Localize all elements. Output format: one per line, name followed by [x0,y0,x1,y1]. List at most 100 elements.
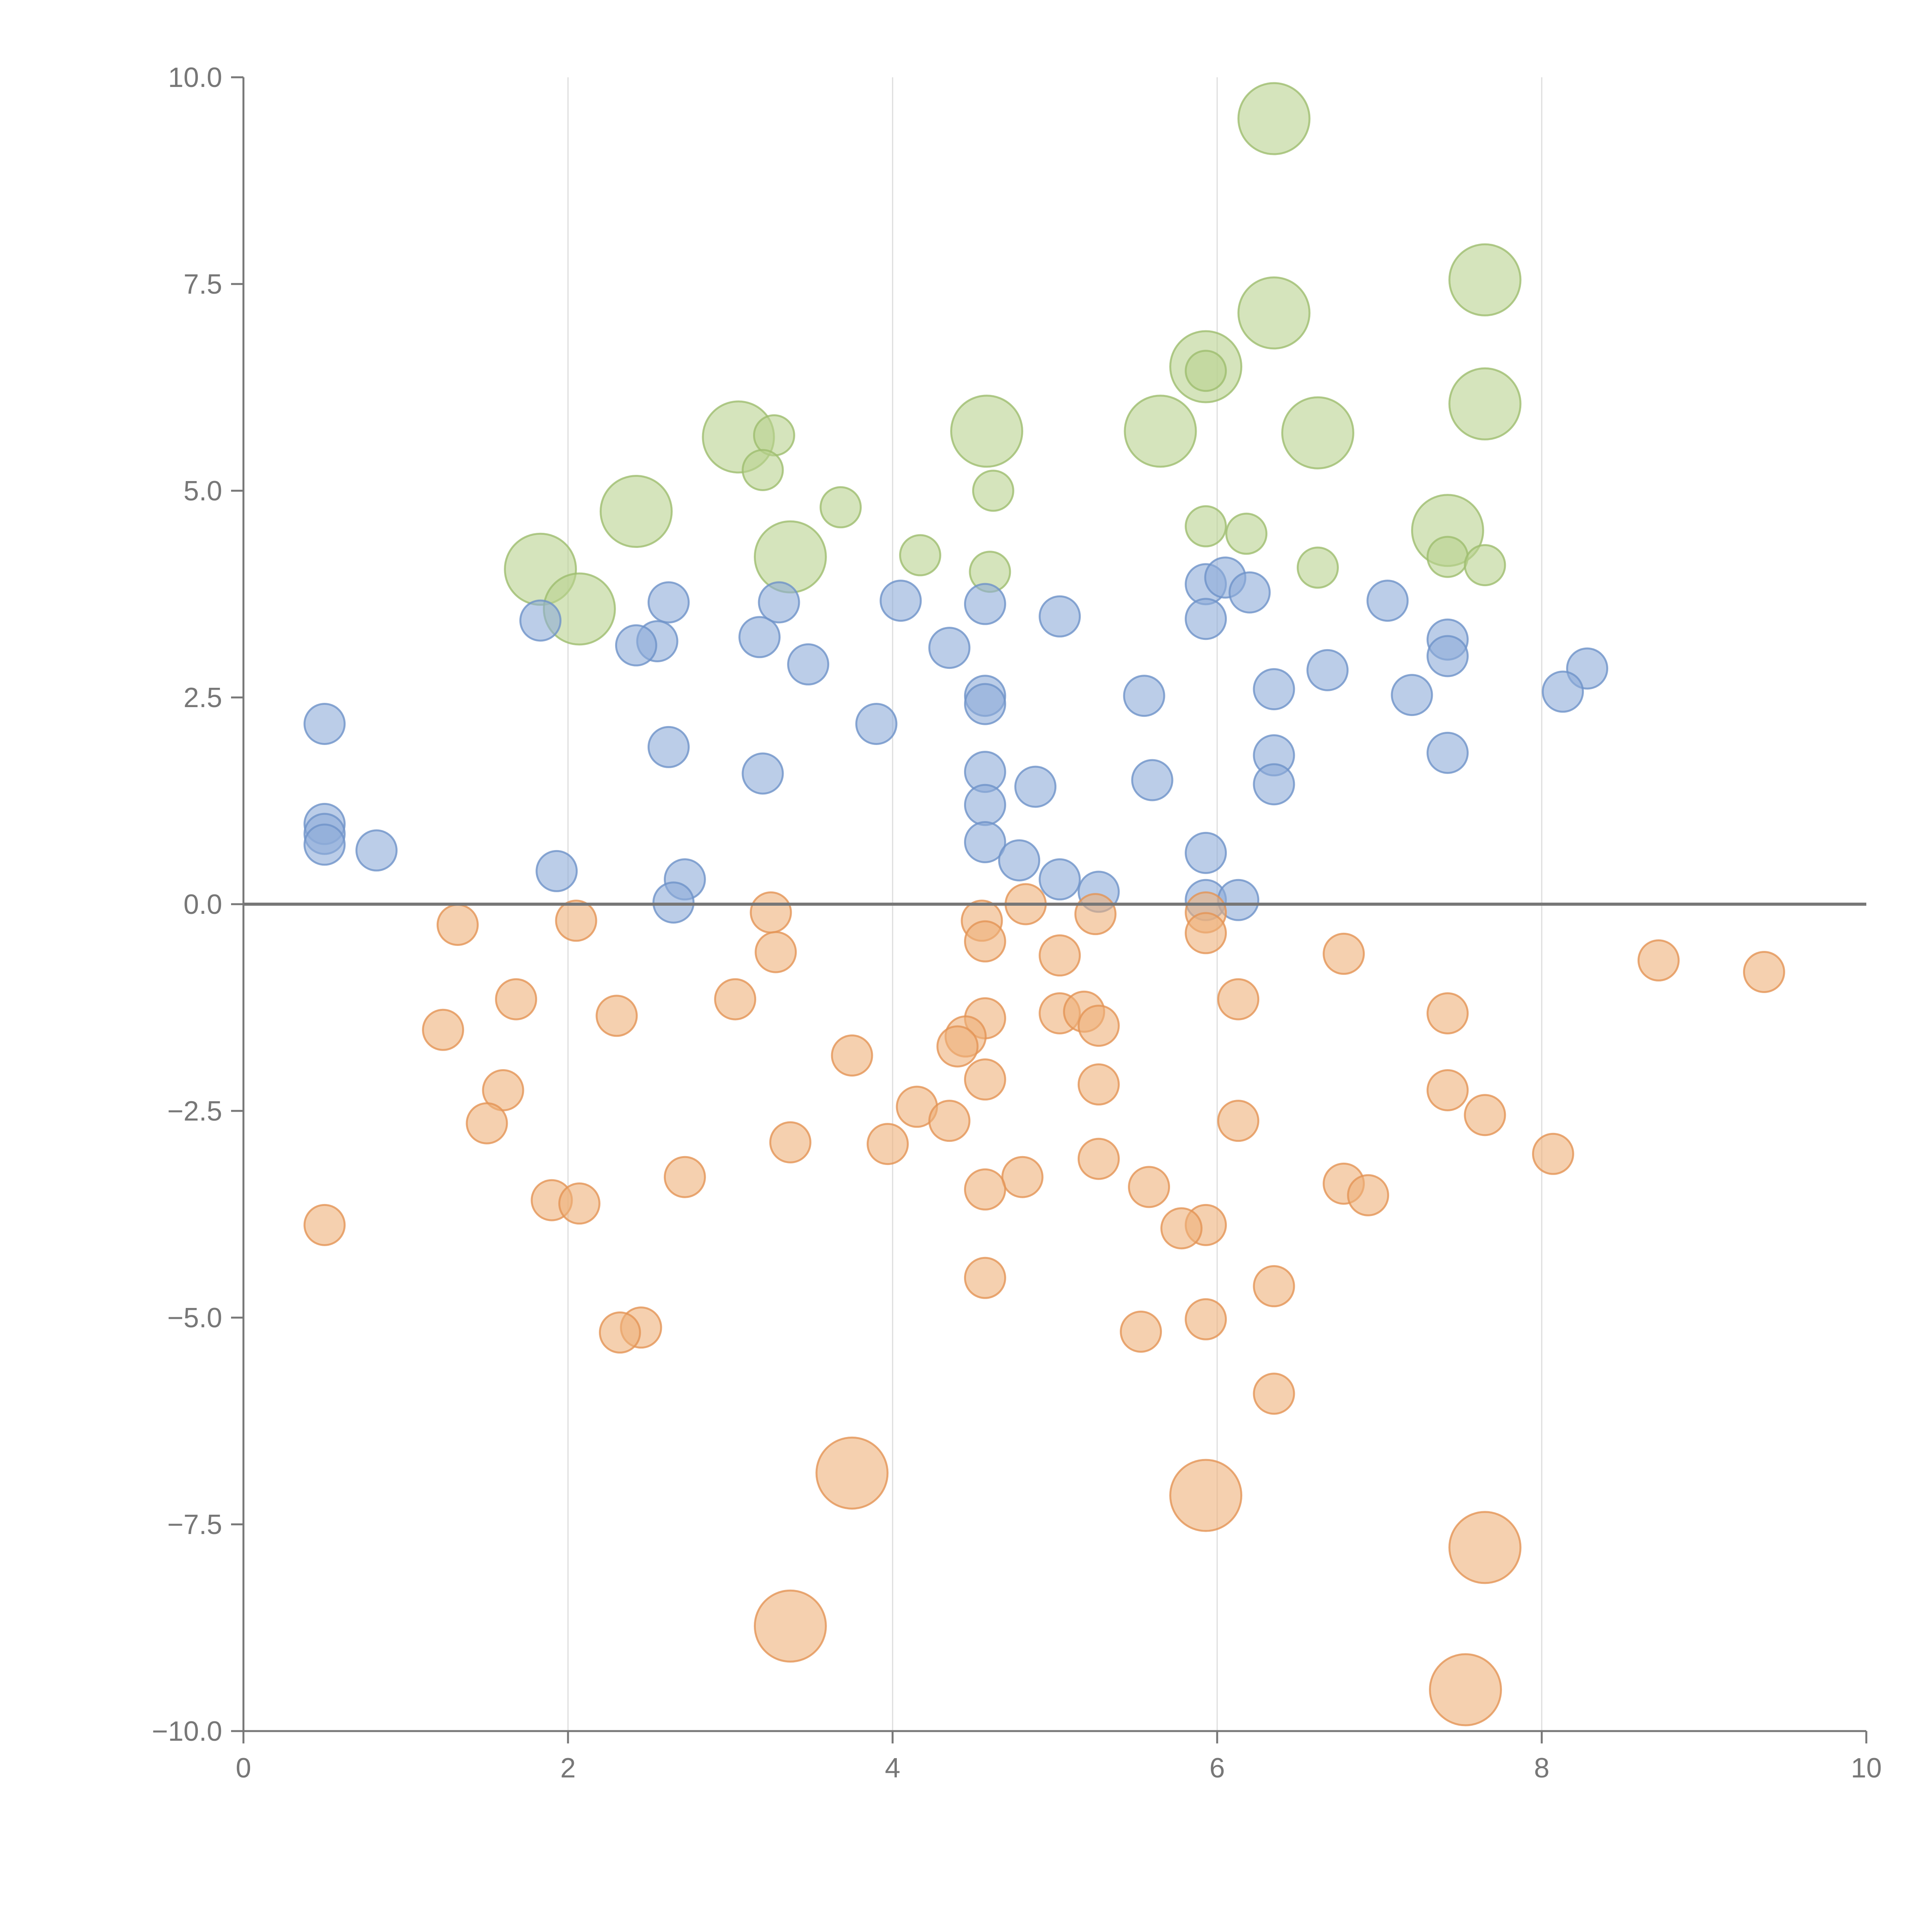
y-tick-label-0: 10.0 [168,62,222,93]
orange-bubble-9 [755,931,797,973]
blue-bubble-16 [1426,635,1469,677]
orange-bubble-60 [1448,1511,1522,1584]
blue-bubble-6 [647,581,690,624]
orange-bubble-50 [1160,1207,1203,1250]
orange-bubble-13 [1743,951,1785,993]
green-bubble-23 [1296,546,1339,589]
orange-bubble-11 [1039,934,1081,977]
green-bubble-9 [1124,395,1197,468]
orange-bubble-33 [928,1100,971,1142]
blue-bubble-20 [1253,668,1295,711]
orange-bubble-56 [599,1311,641,1354]
axis-layer: 10.0 7.5 5.0 2.5 0.0 −2.5 −5.0 −7.5 −10.0 0 2 4 6 8 10 [152,62,1882,1784]
blue-bubble-19 [1306,649,1349,691]
green-bubble-1 [1448,243,1522,316]
blue-bubble-26 [303,702,346,745]
blue-bubble-24 [1542,670,1584,713]
blue-bubble-14 [615,624,657,667]
x-tick-label-0: 0 [236,1753,251,1784]
bubble-layer [303,82,1785,1726]
y-tick-label-2: 5.0 [184,476,222,507]
green-bubble-21 [1426,536,1469,578]
orange-bubble-6 [436,904,479,946]
green-bubble-2 [1237,276,1311,350]
blue-bubble-10 [519,599,562,642]
blue-bubble-23 [1391,674,1433,716]
green-bubble-5 [1448,367,1522,440]
blue-bubble-2 [1228,571,1271,614]
orange-bubble-16 [1217,978,1260,1020]
orange-bubble-30 [1426,1069,1469,1111]
green-bubble-16 [1185,505,1227,548]
green-bubble-17 [1225,512,1268,555]
orange-bubble-8 [964,920,1006,963]
x-tick-label-4: 8 [1534,1753,1549,1784]
blue-bubble-28 [647,726,690,768]
blue-bubble-29 [1426,731,1469,774]
orange-bubble-52 [1253,1265,1295,1308]
orange-bubble-39 [1077,1138,1120,1180]
orange-bubble-53 [1185,1298,1227,1340]
y-tick-label-6: −5.0 [167,1303,222,1333]
green-bubble-12 [599,475,673,548]
orange-bubble-59 [1169,1459,1243,1532]
blue-bubble-46 [1039,858,1081,901]
orange-bubble-48 [303,1204,346,1246]
green-bubble-19 [753,520,827,594]
blue-bubble-43 [998,839,1041,882]
blue-bubble-40 [964,821,1006,863]
y-tick-label-4: 0.0 [184,889,222,920]
green-bubble-10 [1281,396,1354,469]
orange-bubble-62 [1429,1653,1502,1726]
orange-bubble-44 [964,1168,1006,1211]
orange-bubble-40 [663,1156,706,1198]
orange-bubble-23 [422,1009,464,1051]
blue-bubble-44 [536,850,578,892]
orange-bubble-41 [1001,1156,1044,1198]
orange-bubble-1 [750,891,792,934]
x-tick-label-1: 2 [560,1753,576,1784]
green-bubble-11 [742,449,784,491]
green-bubble-20 [899,534,941,577]
orange-bubble-35 [466,1102,508,1145]
orange-bubble-45 [1347,1174,1389,1216]
orange-bubble-7 [1185,912,1227,954]
y-tick-label-1: 7.5 [184,269,222,300]
blue-bubble-5 [964,583,1006,625]
orange-bubble-25 [936,1025,979,1068]
y-tick-label-3: 2.5 [184,682,222,713]
x-tick-label-5: 10 [1851,1753,1882,1784]
orange-bubble-14 [495,978,537,1020]
blue-bubble-27 [855,702,898,745]
orange-bubble-32 [1464,1094,1506,1136]
blue-bubble-12 [738,616,781,658]
orange-bubble-12 [1637,939,1680,982]
orange-bubble-18 [595,995,638,1037]
blue-bubble-3 [1366,580,1409,622]
y-tick-label-5: −2.5 [167,1096,222,1127]
green-bubble-4 [1185,350,1227,392]
y-tick-label-7: −7.5 [167,1509,222,1540]
blue-bubble-35 [1014,765,1057,808]
green-bubble-14 [972,469,1014,512]
blue-bubble-7 [758,581,800,624]
orange-bubble-38 [1532,1133,1574,1175]
orange-bubble-36 [769,1121,811,1163]
blue-bubble-42 [1185,832,1227,874]
orange-bubble-37 [866,1123,909,1165]
orange-bubble-22 [1077,1005,1120,1047]
blue-bubble-15 [928,627,971,669]
y-tick-label-8: −10.0 [152,1716,222,1747]
x-tick-label-2: 4 [885,1753,900,1784]
orange-bubble-54 [1120,1310,1162,1353]
blue-bubble-17 [787,643,830,685]
blue-bubble-36 [964,784,1006,826]
x-tick-label-3: 6 [1209,1753,1225,1784]
orange-bubble-43 [1128,1166,1170,1208]
green-bubble-8 [950,395,1024,468]
blue-bubble-41 [355,829,398,872]
blue-bubble-33 [1131,759,1173,801]
orange-bubble-51 [964,1257,1006,1299]
